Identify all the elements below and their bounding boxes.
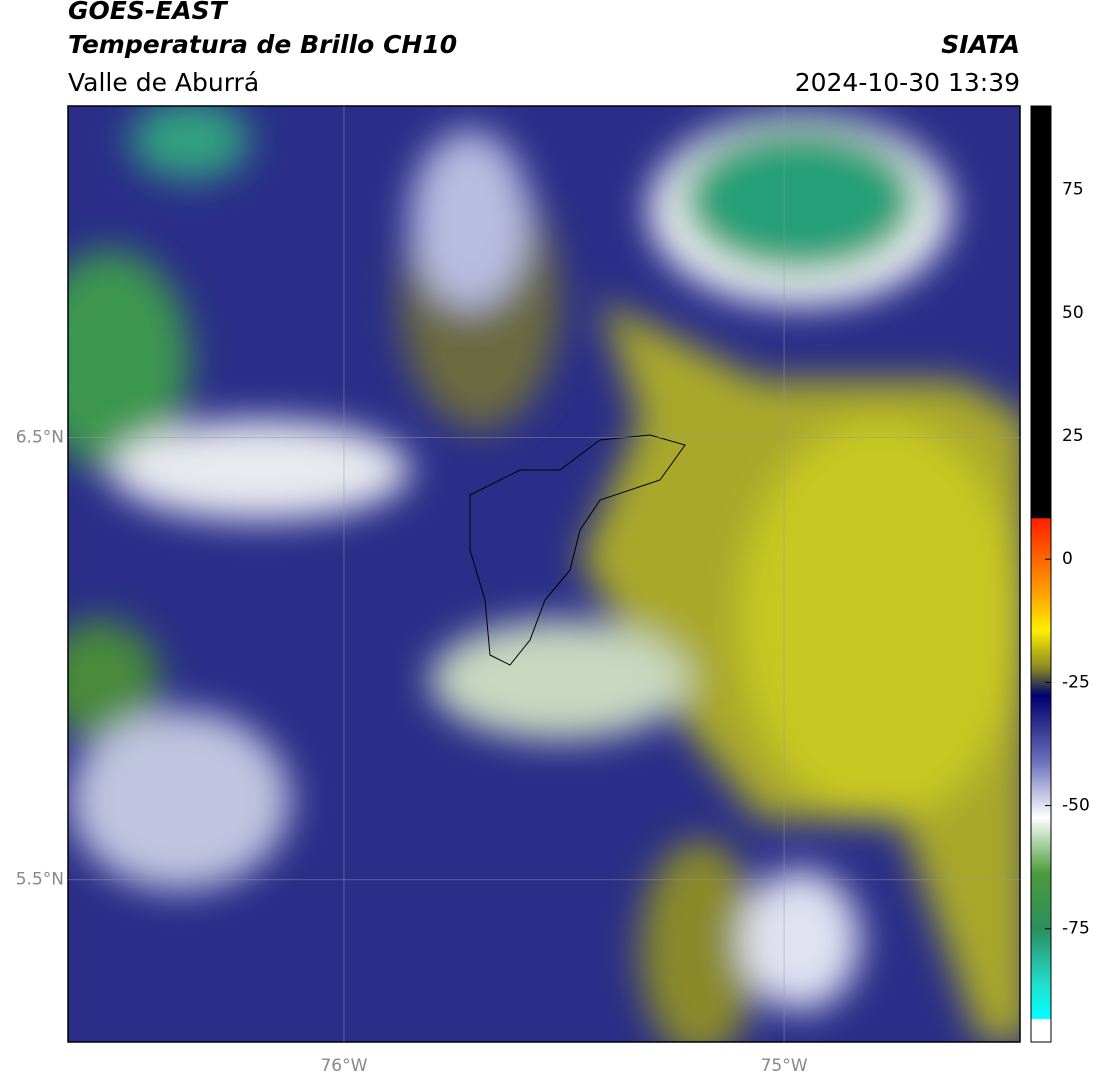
lon-label: 76°W (320, 1056, 367, 1076)
colorbar-label: -25 (1062, 672, 1090, 692)
datetime: 2024-10-30 13:39 (795, 68, 1020, 97)
lon-label: 75°W (761, 1056, 808, 1076)
lat-label: 5.5°N (16, 870, 64, 890)
colorbar-label: 75 (1062, 180, 1084, 200)
colorbar-label: 25 (1062, 426, 1084, 446)
brightness-field (68, 106, 1020, 1042)
region: Valle de Aburrá (68, 68, 259, 97)
colorbar (1030, 105, 1052, 1043)
colorbar-label: -75 (1062, 919, 1090, 939)
lat-label: 6.5°N (16, 428, 64, 448)
colorbar-label: -50 (1062, 796, 1090, 816)
satellite: GOES-EAST (68, 0, 229, 25)
map-frame (67, 105, 1021, 1043)
colorbar-label: 50 (1062, 303, 1084, 323)
source: SIATA (941, 30, 1020, 59)
colorbar-label: 0 (1062, 549, 1073, 569)
product: Temperatura de Brillo CH10 (68, 30, 457, 59)
